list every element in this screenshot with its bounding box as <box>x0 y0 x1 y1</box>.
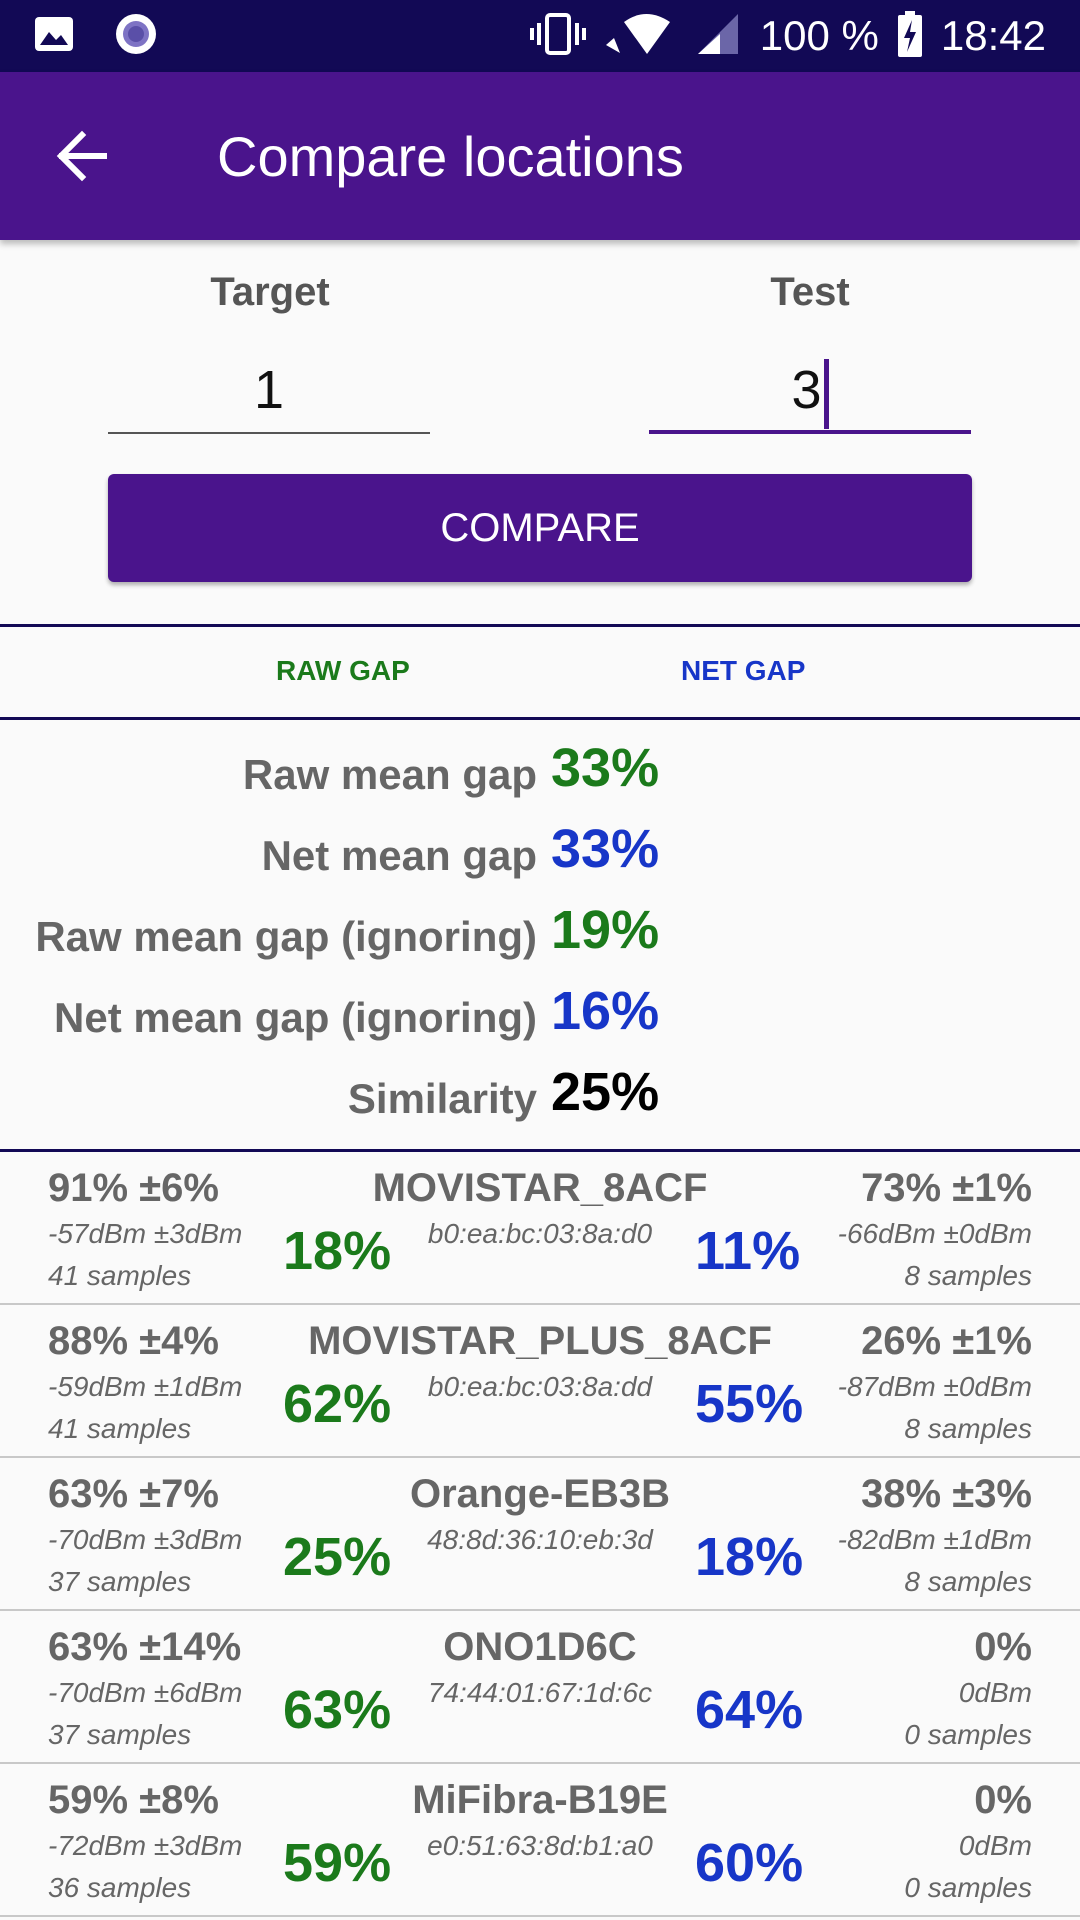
target-samples: 37 samples <box>48 1719 192 1750</box>
clock: 18:42 <box>940 12 1046 59</box>
gap-tabs: RAW GAP NET GAP <box>0 624 1080 720</box>
target-samples: 36 samples <box>48 1872 192 1903</box>
target-samples: 41 samples <box>48 1260 192 1291</box>
bssid: b0:ea:bc:03:8a:d0 <box>427 1218 653 1249</box>
stat-label: Raw mean gap <box>242 751 537 798</box>
ssid: MOVISTAR_PLUS_8ACF <box>308 1319 772 1363</box>
target-dbm: -70dBm ±6dBm <box>48 1677 243 1708</box>
stat-net-mean-gap: Net mean gap 33% <box>0 818 1080 898</box>
list-item[interactable]: 63% ±7% -70dBm ±3dBm 37 samples 25% Oran… <box>0 1458 1080 1611</box>
test-strength: 0% <box>974 1625 1032 1669</box>
stat-similarity: Similarity 25% <box>0 1061 1080 1141</box>
stat-label: Net mean gap (ignoring) <box>54 994 537 1041</box>
compare-button[interactable]: COMPARE <box>108 474 972 582</box>
test-input[interactable]: 3 <box>649 350 971 434</box>
vibrate-icon <box>528 12 588 61</box>
net-gap-value: 60% <box>695 1833 804 1893</box>
test-label: Test <box>770 270 850 314</box>
target-samples: 37 samples <box>48 1566 192 1597</box>
list-item[interactable]: 59% ±8% -72dBm ±3dBm 36 samples 59% MiFi… <box>0 1764 1080 1917</box>
net-gap-value: 64% <box>695 1680 804 1740</box>
stat-value: 16% <box>551 981 660 1041</box>
stat-label: Net mean gap <box>261 832 537 879</box>
test-samples: 0 samples <box>904 1719 1032 1750</box>
raw-gap-value: 62% <box>283 1374 392 1434</box>
text-caret <box>823 358 829 429</box>
bssid: b0:ea:bc:03:8a:dd <box>427 1371 653 1402</box>
ssid: ONO1D6C <box>443 1625 637 1669</box>
test-dbm: -66dBm ±0dBm <box>837 1218 1032 1249</box>
divider <box>0 1149 1080 1152</box>
test-dbm: 0dBm <box>958 1677 1032 1708</box>
image-icon <box>34 16 74 57</box>
target-label: Target <box>210 270 330 314</box>
list-item[interactable]: 91% ±6% -57dBm ±3dBm 41 samples 18% MOVI… <box>0 1152 1080 1305</box>
ssid: MOVISTAR_8ACF <box>372 1166 708 1210</box>
test-value: 3 <box>791 360 822 420</box>
raw-gap-value: 59% <box>283 1833 392 1893</box>
stat-value: 33% <box>551 738 660 798</box>
net-gap-value: 18% <box>695 1527 804 1587</box>
stat-raw-mean-gap: Raw mean gap 33% <box>0 737 1080 817</box>
signal-icon <box>694 12 742 61</box>
list-item[interactable]: 63% ±14% -70dBm ±6dBm 37 samples 63% ONO… <box>0 1611 1080 1764</box>
arrow-back-icon[interactable] <box>52 126 116 186</box>
page-title: Compare locations <box>217 125 684 188</box>
test-strength: 73% ±1% <box>861 1166 1032 1210</box>
tab-raw-gap[interactable]: RAW GAP <box>276 655 410 686</box>
row-divider <box>0 1303 1080 1305</box>
test-dbm: -87dBm ±0dBm <box>837 1371 1032 1402</box>
ssid: MiFibra-B19E <box>412 1778 668 1822</box>
test-dbm: 0dBm <box>958 1830 1032 1861</box>
test-dbm: -82dBm ±1dBm <box>837 1524 1032 1555</box>
wifi-icon <box>605 12 676 61</box>
target-dbm: -57dBm ±3dBm <box>48 1218 243 1249</box>
row-divider <box>0 1609 1080 1611</box>
stat-value: 19% <box>551 900 660 960</box>
battery-text: 100 % <box>759 12 879 59</box>
target-strength: 88% ±4% <box>48 1319 219 1363</box>
target-strength: 59% ±8% <box>48 1778 219 1822</box>
stat-value: 33% <box>551 819 660 879</box>
target-samples: 41 samples <box>48 1413 192 1444</box>
bssid: 48:8d:36:10:eb:3d <box>427 1524 653 1555</box>
test-strength: 0% <box>974 1778 1032 1822</box>
test-samples: 0 samples <box>904 1872 1032 1903</box>
stat-label: Similarity <box>347 1075 537 1122</box>
test-strength: 38% ±3% <box>861 1472 1032 1516</box>
stat-value: 25% <box>551 1062 660 1122</box>
bssid: 74:44:01:67:1d:6c <box>427 1677 653 1708</box>
target-dbm: -59dBm ±1dBm <box>48 1371 243 1402</box>
row-divider <box>0 1456 1080 1458</box>
row-divider <box>0 1762 1080 1764</box>
tab-net-gap[interactable]: NET GAP <box>681 655 806 686</box>
battery-charging-icon <box>897 10 923 62</box>
stat-label: Raw mean gap (ignoring) <box>35 913 537 960</box>
test-samples: 8 samples <box>904 1260 1032 1291</box>
test-samples: 8 samples <box>904 1413 1032 1444</box>
net-gap-value: 11% <box>695 1221 801 1281</box>
row-divider <box>0 1915 1080 1917</box>
list-item[interactable]: 88% ±4% -59dBm ±1dBm 41 samples 62% MOVI… <box>0 1305 1080 1458</box>
target-strength: 63% ±14% <box>48 1625 242 1669</box>
test-strength: 26% ±1% <box>861 1319 1032 1363</box>
target-dbm: -70dBm ±3dBm <box>48 1524 243 1555</box>
raw-gap-value: 18% <box>283 1221 392 1281</box>
stat-net-mean-gap-ignoring: Net mean gap (ignoring) 16% <box>0 980 1080 1060</box>
stat-raw-mean-gap-ignoring: Raw mean gap (ignoring) 19% <box>0 899 1080 979</box>
net-gap-value: 55% <box>695 1374 804 1434</box>
target-dbm: -72dBm ±3dBm <box>48 1830 243 1861</box>
target-strength: 63% ±7% <box>48 1472 219 1516</box>
app-bar: Compare locations <box>0 72 1080 240</box>
ssid: Orange-EB3B <box>409 1472 671 1516</box>
target-strength: 91% ±6% <box>48 1166 219 1210</box>
bssid: e0:51:63:8d:b1:a0 <box>427 1830 653 1861</box>
test-samples: 8 samples <box>904 1566 1032 1597</box>
target-value: 1 <box>253 360 285 420</box>
raw-gap-value: 25% <box>283 1527 392 1587</box>
radio-circle-icon <box>114 12 158 61</box>
raw-gap-value: 63% <box>283 1680 392 1740</box>
status-bar: 100 % 18:42 <box>0 0 1080 72</box>
target-input[interactable]: 1 <box>108 350 430 434</box>
